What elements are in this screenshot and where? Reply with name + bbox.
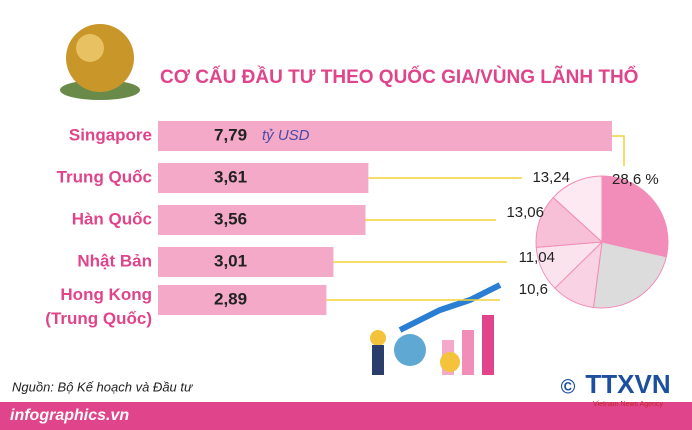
bar (158, 247, 334, 277)
pie-slice (592, 241, 667, 309)
value-label: 7,79 (214, 125, 247, 144)
pie-label: 13,24 (532, 169, 570, 186)
pie-label: 11,04 (519, 249, 555, 266)
pie-label: 28,6 % (612, 171, 659, 188)
pie-label: 10,6 (519, 281, 548, 298)
logo-sub: Vietnam News Agency (593, 401, 663, 408)
category-label-line: (Trung Quốc) (45, 309, 152, 328)
bar (158, 205, 366, 235)
globe-icon (60, 24, 140, 100)
copyright: © (561, 376, 576, 398)
unit-label: tỷ USD (262, 127, 310, 144)
pie-label: 13,06 (506, 204, 544, 221)
category-label: Trung Quốc (57, 167, 152, 186)
category-label-line: Hong Kong (60, 285, 152, 304)
pie-slice (552, 175, 603, 244)
value-label: 3,56 (214, 209, 247, 228)
bar (158, 285, 327, 315)
chart: Singapore 7,79 tỷ USD Trung Quốc 3,61 Hàn Quố… (45, 121, 669, 328)
pie-slice (601, 175, 669, 258)
bar (158, 163, 369, 193)
value-label: 3,61 (214, 167, 247, 186)
logo: TTXVN (585, 369, 670, 399)
category-label: Hàn Quốc (72, 209, 152, 228)
value-label: 3,01 (214, 251, 247, 270)
source: Nguồn: Bộ Kế hoạch và Đầu tư (12, 379, 193, 394)
value-label: 2,89 (214, 289, 247, 308)
bar (158, 121, 612, 151)
connector (612, 135, 625, 166)
category-label: Nhật Bản (77, 251, 152, 270)
footer-bar (0, 402, 692, 430)
category-label: Hong Kong (Trung Quốc) (45, 285, 152, 328)
category-label: Singapore (69, 125, 152, 144)
illustration (370, 282, 502, 375)
chart-title: CƠ CẤU ĐẦU TƯ THEO QUỐC GIA/VÙNG LÃNH TH… (160, 66, 638, 88)
site: infographics.vn (10, 407, 129, 424)
